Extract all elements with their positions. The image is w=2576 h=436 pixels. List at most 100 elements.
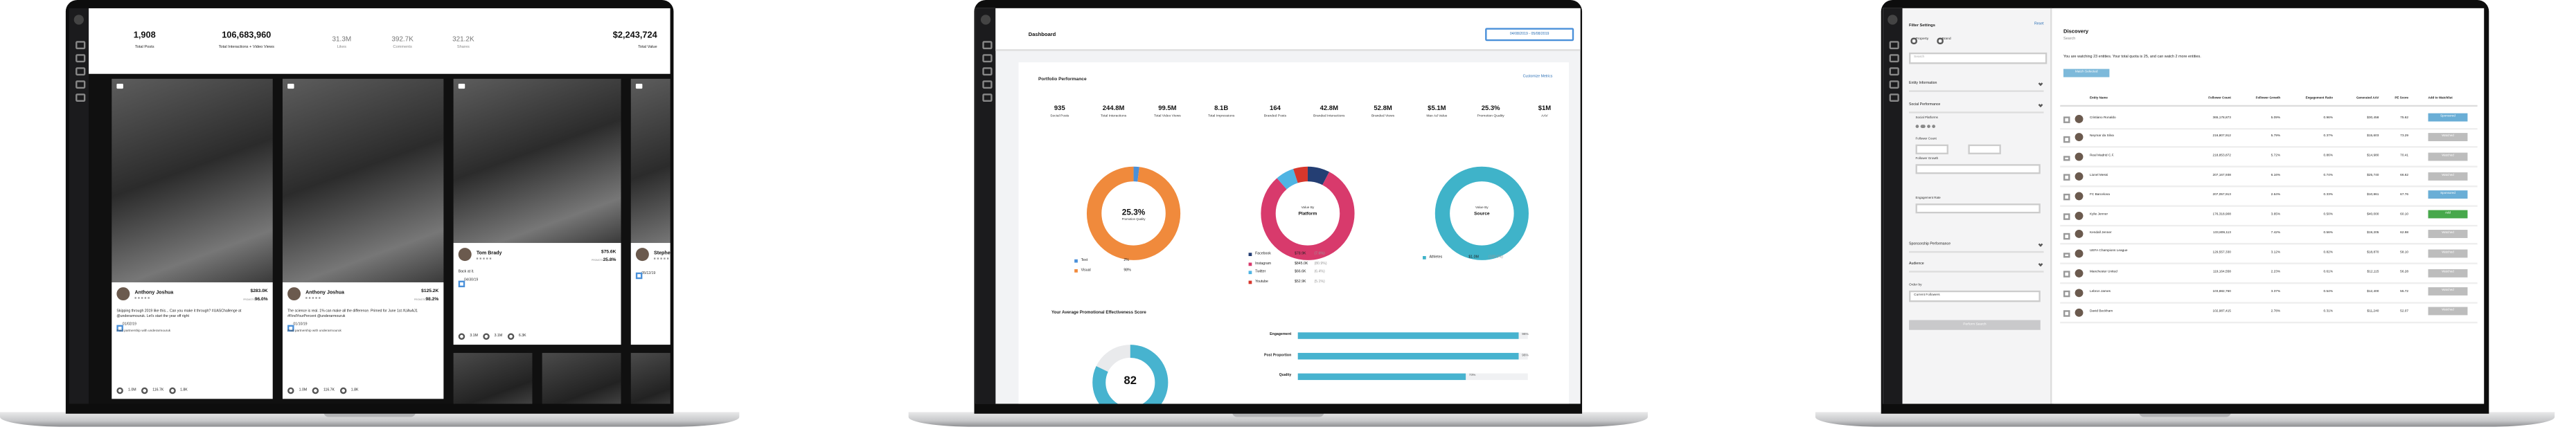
legend-amount: $52.9K bbox=[1294, 280, 1306, 284]
row-checkbox[interactable] bbox=[2063, 291, 2070, 298]
legend-swatch bbox=[1422, 256, 1426, 260]
nav-icon[interactable] bbox=[982, 80, 993, 89]
filter-section[interactable]: Entity Information bbox=[1909, 82, 2044, 92]
cell: 3.12% bbox=[2271, 251, 2281, 255]
legend-name: Instagram bbox=[1255, 262, 1272, 266]
row-checkbox[interactable] bbox=[2063, 194, 2070, 201]
search-input[interactable]: Search bbox=[1909, 52, 2048, 64]
nav-icon[interactable] bbox=[75, 54, 86, 63]
nav-icon[interactable] bbox=[1889, 41, 1899, 50]
column-header[interactable]: Entity Name bbox=[2089, 96, 2108, 100]
filter-section[interactable]: Audience bbox=[1909, 262, 2044, 273]
nav-icon[interactable] bbox=[75, 93, 86, 102]
platform-toggle[interactable] bbox=[1932, 124, 1936, 128]
author-name: Tom Brady bbox=[476, 249, 502, 257]
nav-icon[interactable] bbox=[982, 93, 993, 102]
row-checkbox[interactable] bbox=[2063, 271, 2070, 278]
column-header[interactable]: Add to Watchlist bbox=[2428, 96, 2453, 100]
column-header[interactable]: Engagement Ratio bbox=[2305, 96, 2333, 100]
avatar bbox=[116, 287, 130, 301]
metric-value: 164 bbox=[1270, 103, 1281, 112]
watch-button[interactable]: Watched bbox=[2428, 230, 2468, 238]
nav-icon[interactable] bbox=[1889, 67, 1899, 76]
platform-toggle[interactable] bbox=[1926, 124, 1930, 128]
watch-button[interactable]: Watched bbox=[2428, 152, 2468, 161]
watch-button[interactable]: Add bbox=[2428, 210, 2468, 219]
match-button[interactable]: Match Selected bbox=[2063, 69, 2110, 78]
select[interactable] bbox=[1915, 202, 2041, 213]
cell: 0.82% bbox=[2323, 251, 2333, 255]
column-header[interactable]: Follower Growth bbox=[2255, 96, 2281, 100]
filter-section[interactable]: Sponsorship Performance bbox=[1909, 243, 2044, 253]
watch-button[interactable]: Watched bbox=[2428, 307, 2468, 316]
row-checkbox[interactable] bbox=[2063, 213, 2070, 220]
watch-button[interactable]: Watched bbox=[2428, 133, 2468, 141]
post-card[interactable]: Stephen Curry 05/12/19 bbox=[630, 78, 670, 345]
entity-avatar bbox=[2075, 191, 2084, 200]
row-checkbox[interactable] bbox=[2063, 155, 2070, 162]
nav-icon[interactable] bbox=[75, 67, 86, 76]
laptop-base bbox=[1815, 412, 2555, 427]
watch-button[interactable]: Watched bbox=[2428, 269, 2468, 277]
watch-button[interactable]: Watched bbox=[2428, 287, 2468, 296]
search-button[interactable]: Perform Search bbox=[1909, 320, 2041, 330]
select[interactable] bbox=[1968, 143, 2001, 154]
metric-value: 1.8K bbox=[350, 389, 359, 392]
metric-icon bbox=[116, 387, 123, 394]
nav-icon[interactable] bbox=[982, 67, 993, 76]
date-range[interactable]: 04/08/2019 - 05/08/2019 bbox=[1485, 28, 1574, 42]
watch-button[interactable]: Watched bbox=[2428, 172, 2468, 180]
post-card[interactable]: Anthony Joshua $283.0K 96.0% PROMOTION QUAL… bbox=[112, 78, 273, 399]
video-icon bbox=[116, 83, 123, 89]
field-label: Follower Count bbox=[1915, 138, 1937, 141]
post-card[interactable]: Anthony Joshua $125.2K 98.2% PROMOTION QUAL… bbox=[282, 78, 444, 399]
row-checkbox[interactable] bbox=[2063, 116, 2070, 123]
donut-caption: Value By bbox=[1301, 206, 1315, 210]
legend-amount: $845.0K bbox=[1294, 262, 1308, 266]
donut-hole bbox=[1276, 182, 1340, 245]
row-checkbox[interactable] bbox=[2063, 310, 2070, 317]
radio[interactable] bbox=[1910, 38, 1917, 44]
nav-icon[interactable] bbox=[1889, 80, 1899, 89]
nav-icon[interactable] bbox=[75, 41, 86, 50]
reset-link[interactable]: Reset bbox=[2034, 23, 2044, 26]
column-header[interactable]: PE Score bbox=[2395, 96, 2409, 100]
post-card[interactable]: Tom Brady $75.6K 25.8% PROMOTION QUALITY Bac… bbox=[453, 78, 621, 345]
column-header[interactable]: Generated AAV bbox=[2356, 96, 2379, 100]
nav-icon[interactable] bbox=[1889, 93, 1899, 102]
stat-value: $2,243,724 bbox=[612, 31, 657, 42]
filter-section[interactable]: Social Performance bbox=[1909, 103, 2044, 113]
row-checkbox[interactable] bbox=[2063, 233, 2070, 239]
donut-segment bbox=[1261, 166, 1355, 260]
entity-name: Kylie Jenner bbox=[2089, 212, 2108, 217]
nav-icon[interactable] bbox=[1889, 54, 1899, 63]
platform-toggle[interactable] bbox=[1921, 124, 1925, 128]
cell: 7.42% bbox=[2271, 232, 2281, 236]
column-header[interactable]: Follower Count bbox=[2208, 96, 2231, 100]
performance-card: Portfolio Performance Customize Metrics 93… bbox=[1018, 62, 1570, 404]
post-image bbox=[542, 352, 621, 404]
watch-button[interactable]: Sponsored bbox=[2428, 191, 2468, 199]
select[interactable] bbox=[1915, 163, 2041, 174]
cell: $11,240 bbox=[2367, 309, 2379, 314]
radio[interactable] bbox=[1937, 38, 1943, 44]
row-checkbox[interactable] bbox=[2063, 252, 2070, 259]
platform-toggle[interactable] bbox=[1915, 124, 1919, 128]
nav-icon[interactable] bbox=[982, 54, 993, 63]
watch-button[interactable]: Sponsored bbox=[2428, 113, 2468, 122]
laptop-notch bbox=[1232, 412, 1324, 417]
nav-icon[interactable] bbox=[982, 41, 993, 50]
cell: 0.31% bbox=[2323, 309, 2333, 314]
select[interactable] bbox=[1915, 143, 1948, 154]
entity-avatar bbox=[2075, 113, 2084, 122]
row-checkbox[interactable] bbox=[2063, 174, 2070, 181]
row-checkbox[interactable] bbox=[2063, 136, 2070, 143]
customize-link[interactable]: Customize Metrics bbox=[1522, 75, 1553, 79]
watch-button[interactable]: Watched bbox=[2428, 249, 2468, 257]
order-select[interactable]: Current Followers bbox=[1909, 290, 2041, 302]
stat-label: Comments bbox=[393, 44, 412, 50]
nav-icon[interactable] bbox=[75, 80, 86, 89]
cell: 207,167,938 bbox=[2212, 174, 2231, 178]
post-metrics: 1.0M 116.7K 1.8K bbox=[287, 387, 438, 394]
cell: 66.62 bbox=[2400, 174, 2409, 178]
